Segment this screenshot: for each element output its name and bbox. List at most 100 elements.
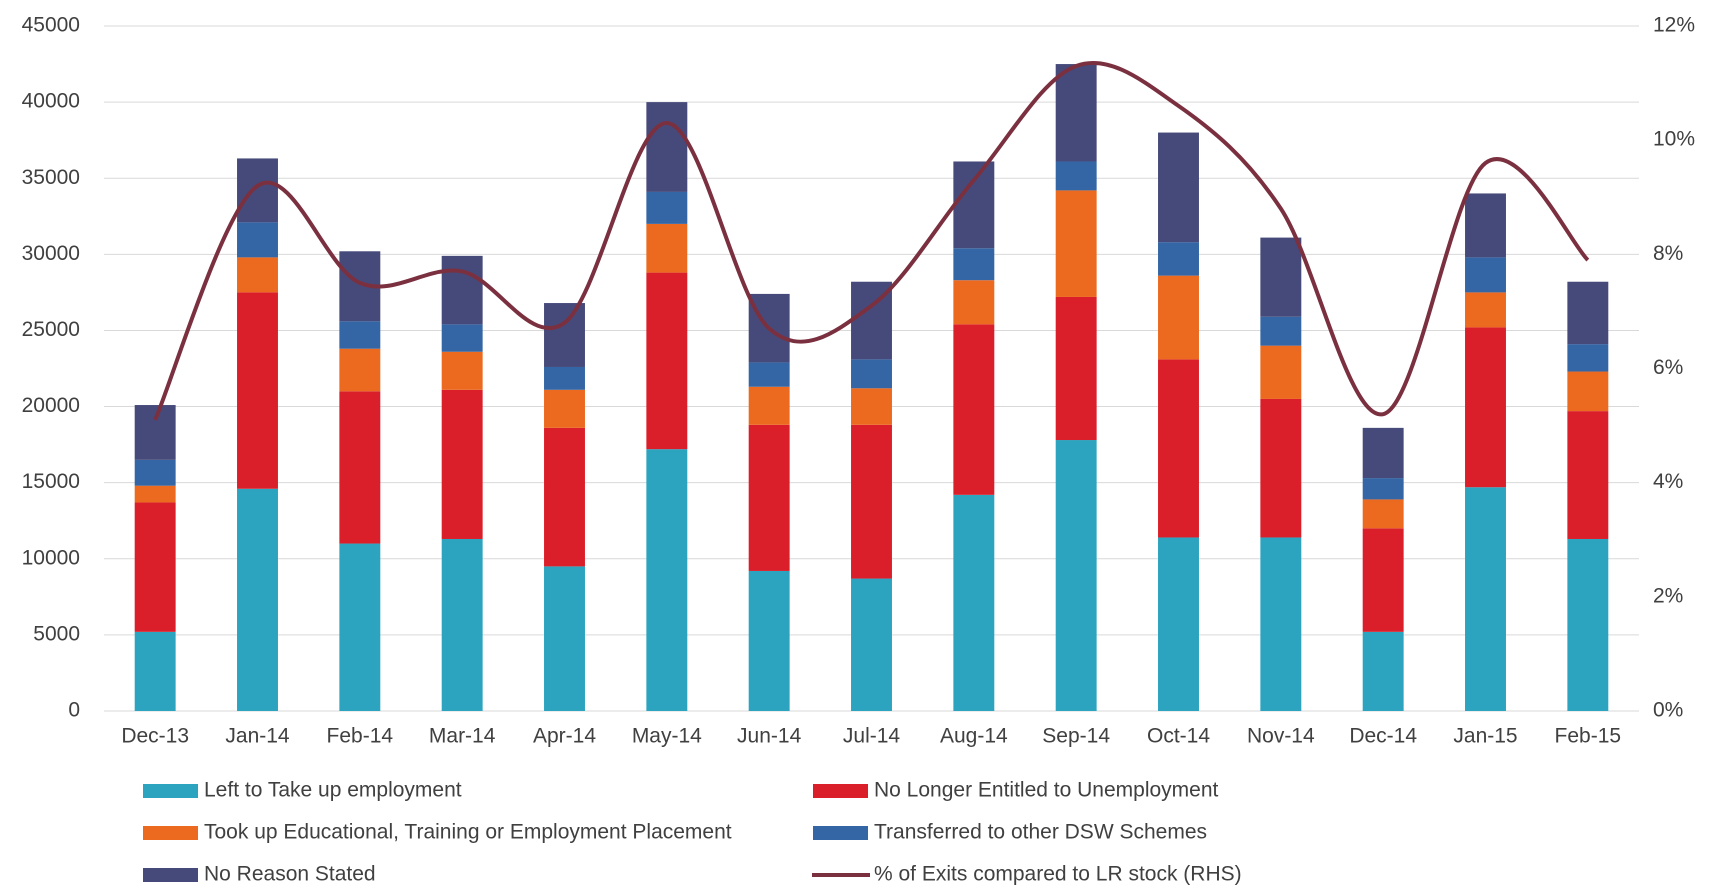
x-tick-label: Apr-14 [533, 725, 596, 748]
y-tick-label: 10000 [22, 546, 80, 569]
bar-segment [544, 566, 585, 711]
legend-swatch [143, 868, 198, 882]
bar-segment [544, 303, 585, 367]
bar-segment [851, 388, 892, 425]
bar-segment [748, 386, 790, 425]
bar-segment [953, 494, 995, 711]
y2-tick-label: 10% [1653, 128, 1695, 151]
x-tick-label: Mar-14 [429, 725, 496, 748]
bar-segment [748, 424, 790, 571]
bar-segment [1362, 478, 1404, 500]
y-tick-label: 0 [68, 699, 80, 722]
bar-segment [1158, 537, 1199, 711]
legend-swatch [143, 784, 198, 798]
y-tick-label: 20000 [22, 394, 80, 417]
bar-segment [1260, 345, 1302, 399]
bar-segment [646, 191, 688, 224]
x-tick-label: May-14 [632, 725, 702, 748]
bar-segment [339, 348, 381, 392]
bar-segment [544, 427, 585, 567]
bar-segment [1260, 237, 1302, 317]
bar-segment [748, 362, 790, 387]
bar-segment [1055, 190, 1097, 297]
y-tick-label: 30000 [22, 242, 80, 265]
bar-segment [748, 570, 790, 711]
bar-segment [134, 405, 176, 460]
y-tick-label: 15000 [22, 470, 80, 493]
bar-segment [1055, 296, 1097, 441]
bar-segment [953, 324, 995, 495]
x-tick-label: Jun-14 [737, 725, 802, 748]
bar-segment [1362, 528, 1404, 632]
bar-segment [134, 502, 176, 632]
bar-segment [1055, 64, 1097, 162]
x-tick-label: Jan-14 [225, 725, 290, 748]
bar-segment [953, 248, 995, 281]
bar-segment [1362, 499, 1404, 529]
bar-segment [1055, 440, 1097, 711]
x-tick-label: Oct-14 [1147, 725, 1210, 748]
x-tick-label: Aug-14 [940, 725, 1008, 748]
bar-segment [1567, 281, 1609, 345]
y-tick-label: 40000 [22, 90, 80, 113]
bar-segment [953, 280, 995, 325]
y2-tick-label: 2% [1653, 584, 1683, 607]
legend-label: % of Exits compared to LR stock (RHS) [874, 863, 1242, 886]
bar-segment [646, 449, 688, 711]
bar-segment [1465, 292, 1506, 328]
bar-segment [1158, 359, 1199, 538]
y2-tick-label: 4% [1653, 470, 1683, 493]
bar-segment [851, 359, 892, 389]
legend-label: Transferred to other DSW Schemes [874, 821, 1207, 844]
x-tick-label: Sep-14 [1042, 725, 1110, 748]
bar-segment [851, 424, 892, 579]
bar-segment [1567, 411, 1609, 539]
bar-segment [1260, 398, 1302, 538]
bar-segment [441, 389, 483, 539]
x-tick-label: Nov-14 [1247, 725, 1315, 748]
bar-segment [237, 292, 278, 489]
y-tick-label: 25000 [22, 318, 80, 341]
bar-segment [1362, 427, 1404, 479]
bar-segment [1465, 327, 1506, 488]
bar-segment [1567, 371, 1609, 412]
bar-segment [646, 223, 688, 273]
line [153, 60, 1590, 421]
y2-tick-label: 8% [1653, 242, 1683, 265]
bar-segment [1260, 316, 1302, 346]
bar-segment [646, 102, 688, 192]
bar-segment [1465, 193, 1506, 258]
bar-segment [1567, 344, 1609, 372]
legend-label: Left to Take up employment [204, 779, 462, 802]
x-tick-label: Jan-15 [1453, 725, 1517, 748]
legend-label: Took up Educational, Training or Employm… [204, 821, 732, 844]
bar-segment [544, 366, 585, 390]
bar-segment [339, 543, 381, 711]
x-tick-label: Feb-14 [327, 725, 394, 748]
x-tick-label: Dec-14 [1349, 725, 1417, 748]
bar-segment [1465, 257, 1506, 293]
bar-segment [1158, 275, 1199, 360]
x-tick-label: Feb-15 [1555, 725, 1622, 748]
bar-segment [544, 389, 585, 428]
bar-segment [851, 578, 892, 711]
legend-swatch [143, 826, 198, 840]
legend-label: No Reason Stated [204, 863, 376, 886]
y2-tick-label: 0% [1653, 699, 1683, 722]
bar-segment [1158, 132, 1199, 243]
bar-segment [441, 538, 483, 711]
bar-segment [237, 488, 278, 711]
y-tick-label: 5000 [33, 622, 80, 645]
bar-segment [134, 485, 176, 503]
bar-segment [1260, 537, 1302, 711]
y2-tick-label: 12% [1653, 14, 1695, 37]
bar-segment [237, 158, 278, 223]
bar-segment [1465, 487, 1506, 711]
bar-segment [441, 324, 483, 352]
bar-segment [339, 321, 381, 349]
y-tick-label: 45000 [22, 14, 80, 37]
bar-segment [134, 631, 176, 711]
bar-segment [646, 272, 688, 450]
bar-segment [237, 257, 278, 293]
x-tick-label: Dec-13 [121, 725, 189, 748]
